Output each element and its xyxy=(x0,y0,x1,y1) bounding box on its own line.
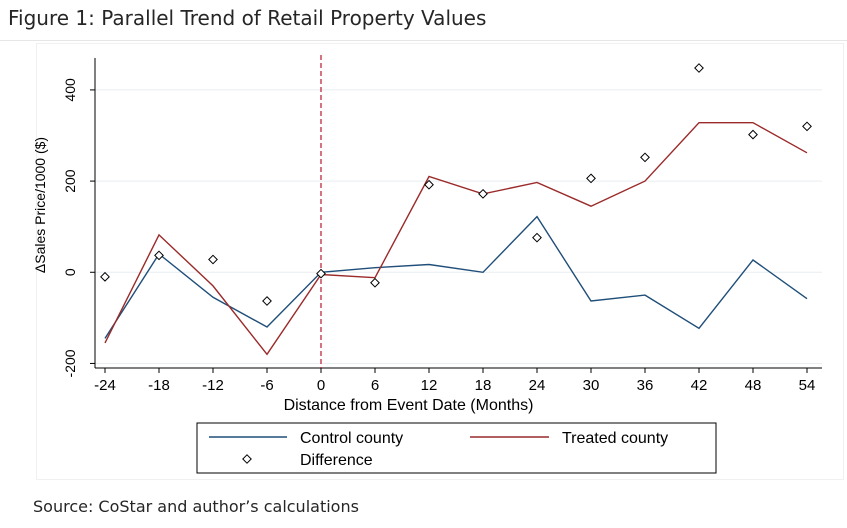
x-tick-label: -6 xyxy=(260,377,273,394)
x-tick-label: 18 xyxy=(475,377,492,394)
y-tick-label: -200 xyxy=(62,349,78,377)
legend-label-control: Control county xyxy=(300,430,403,447)
series-line-treated xyxy=(104,121,808,356)
difference-marker xyxy=(424,179,434,190)
difference-marker xyxy=(370,277,380,288)
x-tick-label: 42 xyxy=(691,377,708,394)
difference-marker xyxy=(316,268,326,279)
difference-marker xyxy=(748,129,758,140)
x-tick-label: -18 xyxy=(148,377,170,394)
x-tick-label: -12 xyxy=(202,377,224,394)
series-line-control xyxy=(104,215,808,339)
x-tick-label: 6 xyxy=(371,377,379,394)
figure-title: Figure 1: Parallel Trend of Retail Prope… xyxy=(8,6,487,30)
plot-frame xyxy=(36,43,844,480)
difference-marker xyxy=(802,121,812,132)
difference-marker xyxy=(262,296,272,306)
grid-lines xyxy=(95,89,822,364)
difference-marker xyxy=(100,271,110,282)
difference-marker xyxy=(640,152,650,163)
x-tick-label: 54 xyxy=(799,377,816,394)
legend-label-treated: Treated county xyxy=(562,430,668,447)
y-axis-ticks: -200 0 200 400 xyxy=(62,78,95,377)
legend-label-difference: Difference xyxy=(300,452,373,469)
difference-marker xyxy=(586,173,596,184)
x-tick-label: -24 xyxy=(94,377,116,394)
x-tick-label: 12 xyxy=(421,377,438,394)
difference-marker xyxy=(478,188,488,199)
y-tick-label: 0 xyxy=(62,268,78,276)
x-axis-ticks: -24 -18 -12 -6 0 6 12 18 24 30 36 42 48 54 xyxy=(94,368,815,394)
y-tick-label: 400 xyxy=(62,78,78,102)
legend-swatch-difference xyxy=(242,454,252,464)
difference-marker xyxy=(694,63,704,73)
title-divider xyxy=(0,40,847,41)
series-layer xyxy=(100,63,812,356)
difference-marker xyxy=(208,254,218,265)
source-note: Source: CoStar and author’s calculations xyxy=(33,497,359,516)
y-tick-label: 200 xyxy=(62,169,78,193)
difference-marker xyxy=(532,232,542,243)
y-axis-label: ΔSales Price/1000 ($) xyxy=(32,137,48,273)
x-tick-label: 0 xyxy=(317,377,325,394)
x-tick-label: 30 xyxy=(583,377,600,394)
x-axis-label: Distance from Event Date (Months) xyxy=(284,397,534,414)
x-tick-label: 36 xyxy=(637,377,654,394)
x-tick-label: 48 xyxy=(745,377,762,394)
x-tick-label: 24 xyxy=(529,377,546,394)
legend: Control county Treated county Difference xyxy=(196,422,717,474)
difference-marker xyxy=(154,250,164,261)
legend-box xyxy=(196,422,717,474)
